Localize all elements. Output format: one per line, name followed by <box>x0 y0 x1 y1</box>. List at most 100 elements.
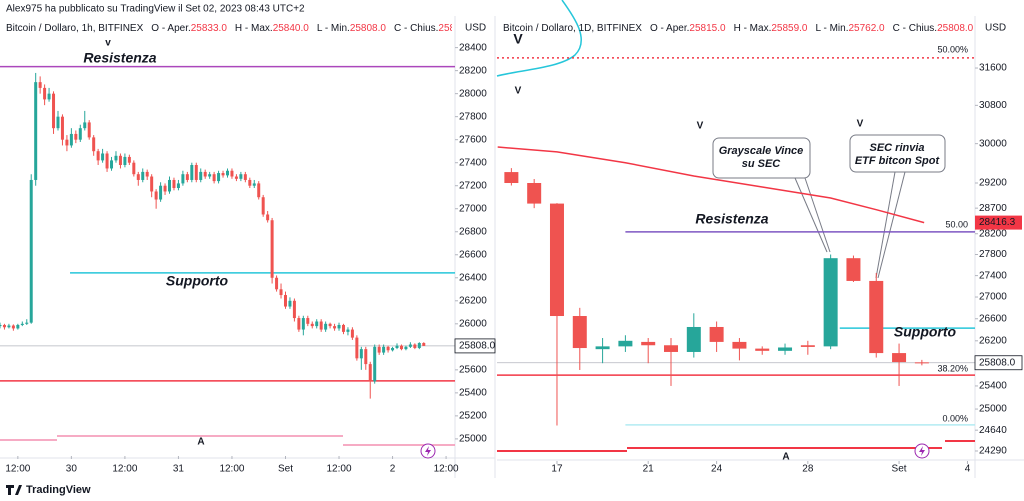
candle-body <box>279 289 283 296</box>
candle-body <box>399 345 403 350</box>
x-tick-label: Set <box>892 464 907 475</box>
candle-body <box>892 353 907 363</box>
candle-body <box>199 171 203 180</box>
alert-icon[interactable] <box>420 443 436 459</box>
ma-price-label: 28416.3 <box>979 217 1016 228</box>
legend: Bitcoin / Dollaro, 1h, BITFINEX O - Aper.… <box>6 23 475 34</box>
last-price-label: 25808.0 <box>459 341 496 352</box>
footer-logo: TradingView <box>6 484 91 496</box>
brand: TradingView <box>26 484 91 496</box>
legend-label: H - Max. <box>734 23 772 34</box>
candle-body <box>127 156 131 163</box>
legend-value: 25762.0 <box>848 23 885 34</box>
candle-body <box>778 347 793 351</box>
legend-label: O - Aper. <box>151 23 190 34</box>
candle-body <box>664 345 679 352</box>
candle-body <box>266 214 270 221</box>
plot-area <box>497 57 975 426</box>
ohlc-legend: Bitcoin / Dollaro, 1D, BITFINEX O - Aper.… <box>503 23 1024 34</box>
candle-body <box>101 153 105 161</box>
y-tick-label: 27800 <box>459 111 487 122</box>
candle-body <box>324 323 328 330</box>
level-label: 0.00% <box>942 413 968 423</box>
candle-body <box>239 174 243 179</box>
candle-body <box>234 176 238 179</box>
currency: USD <box>465 23 486 34</box>
candle-body <box>20 323 24 325</box>
callout-text: ETF bitcon Spot <box>855 155 941 167</box>
candle-body <box>310 323 314 327</box>
candle-body <box>368 364 372 382</box>
level-label: Supporto <box>894 324 957 340</box>
candle-body <box>350 329 354 338</box>
candle-body <box>359 349 363 359</box>
candle-body <box>823 258 838 347</box>
x-tick-label: 31 <box>173 464 185 475</box>
candle-body <box>319 321 323 330</box>
candle-body <box>297 318 301 330</box>
y-tick-label: 30000 <box>979 138 1007 149</box>
x-tick-label: 17 <box>551 464 563 475</box>
candle-body <box>154 191 158 200</box>
y-tick-label: 26600 <box>459 249 487 260</box>
marker: V <box>513 31 523 47</box>
candle-body <box>16 324 20 329</box>
symbol: Bitcoin / Dollaro, 1h, BITFINEX <box>6 23 144 34</box>
candle-body <box>78 128 82 140</box>
candle-body <box>136 174 140 180</box>
level-label: Resistenza <box>83 50 156 66</box>
candle-body <box>686 326 701 352</box>
marker: V <box>697 121 704 132</box>
candle-body <box>382 346 386 353</box>
legend-value: 25815.0 <box>689 23 726 34</box>
candle-body <box>315 321 319 327</box>
y-tick-label: 25600 <box>459 364 487 375</box>
marker: A <box>197 437 204 448</box>
candle-body <box>248 179 252 186</box>
candle-body <box>404 346 408 350</box>
x-tick-label: 30 <box>66 464 78 475</box>
legend-label: L - Min. <box>317 23 350 34</box>
candle-body <box>261 197 265 215</box>
y-tick-label: 28200 <box>459 65 487 76</box>
candle-body <box>292 300 296 319</box>
ohlc-legend: Bitcoin / Dollaro, 1h, BITFINEX O - Aper.… <box>6 23 475 34</box>
candle-body <box>914 362 929 364</box>
candle-body <box>527 183 542 204</box>
candle-body <box>288 300 292 307</box>
y-tick-label: 27000 <box>459 203 487 214</box>
candle-body <box>355 337 359 359</box>
candle-body <box>203 171 207 177</box>
candle-body <box>549 203 564 317</box>
candle-body <box>172 179 176 189</box>
candle-body <box>11 325 15 329</box>
candle-body <box>306 318 310 324</box>
x-tick-label: 12:00 <box>434 464 459 475</box>
candle-body <box>755 348 770 351</box>
candle-body <box>83 122 87 129</box>
level-label: 50.00% <box>937 44 968 54</box>
candle-body <box>74 133 78 140</box>
x-tick-label: 12:00 <box>112 464 137 475</box>
y-tick-label: 26800 <box>459 226 487 237</box>
candle-body <box>25 322 29 324</box>
candle-body <box>163 185 167 192</box>
y-tick-label: 25200 <box>459 411 487 422</box>
legend-label: C - Chius. <box>394 23 438 34</box>
alert-icon[interactable] <box>914 443 930 459</box>
candle-body <box>395 345 399 348</box>
plot-area <box>0 65 455 399</box>
candle-body <box>69 133 73 146</box>
candle-body <box>301 318 305 330</box>
candle-body <box>641 341 656 346</box>
moving-average <box>497 146 925 224</box>
y-tick-label: 26400 <box>459 272 487 283</box>
symbol: Bitcoin / Dollaro, 1D, BITFINEX <box>503 23 642 34</box>
candle-body <box>346 329 350 332</box>
candle-body <box>230 170 234 177</box>
marker: V <box>515 86 522 97</box>
x-tick-label: 12:00 <box>219 464 244 475</box>
candle-body <box>0 324 2 327</box>
y-tick-label: 25000 <box>979 404 1007 415</box>
